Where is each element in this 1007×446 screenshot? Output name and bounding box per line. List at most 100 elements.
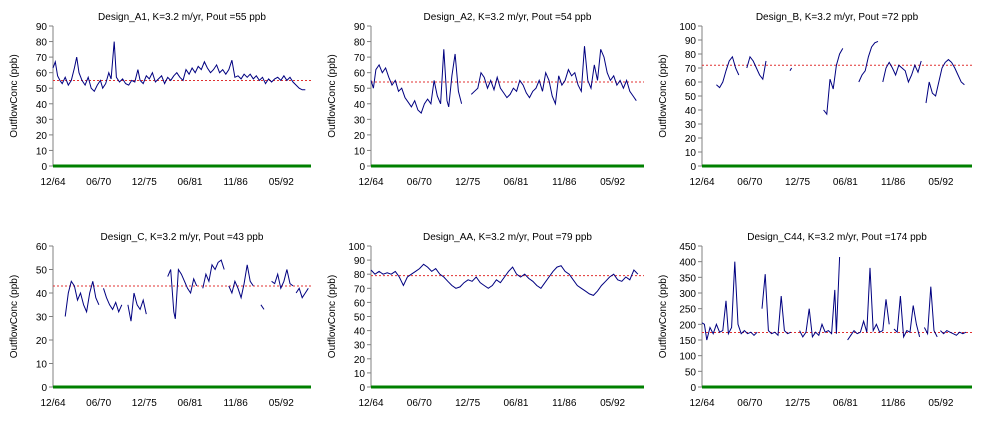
y-tick-label: 90 xyxy=(36,22,48,33)
series-line xyxy=(260,304,265,310)
x-tick-label: 06/70 xyxy=(737,398,762,409)
series-line xyxy=(716,55,740,89)
y-tick-label: 350 xyxy=(679,273,696,284)
y-tick-label: 100 xyxy=(348,242,365,253)
y-tick-label: 40 xyxy=(685,106,697,117)
y-tick-label: 30 xyxy=(36,115,48,126)
chart-title: Design_AA, K=3.2 m/yr, Pout =79 ppb xyxy=(423,232,592,243)
y-tick-label: 60 xyxy=(354,69,366,80)
x-tick-label: 05/92 xyxy=(928,177,953,188)
x-tick-label: 06/70 xyxy=(407,177,432,188)
y-tick-label: 80 xyxy=(36,38,48,49)
x-tick-label: 11/86 xyxy=(881,398,906,409)
series-line xyxy=(923,286,938,338)
chart-panel: Design_A2, K=3.2 m/yr, Pout =54 ppb Outfl… xyxy=(327,12,644,188)
x-tick-label: 05/92 xyxy=(600,177,625,188)
series-line xyxy=(202,259,225,289)
y-tick-label: 0 xyxy=(41,162,47,173)
y-tick-label: 50 xyxy=(354,84,366,95)
y-tick-label: 0 xyxy=(690,383,696,394)
x-tick-label: 12/75 xyxy=(785,398,810,409)
y-tick-label: 90 xyxy=(354,22,366,33)
series-line xyxy=(167,267,198,320)
y-tick-label: 10 xyxy=(36,360,48,371)
series-line xyxy=(940,329,967,336)
series-line xyxy=(746,55,767,81)
y-tick-label: 50 xyxy=(354,313,366,324)
series-line xyxy=(470,46,637,106)
chart-panel: Design_B, K=3.2 m/yr, Pout =72 ppb Outflo… xyxy=(658,12,972,188)
y-tick-label: 30 xyxy=(354,341,366,352)
chart-title: Design_A1, K=3.2 m/yr, Pout =55 ppb xyxy=(98,12,266,23)
series-line xyxy=(925,58,965,104)
y-tick-label: 250 xyxy=(679,305,696,316)
x-tick-label: 12/64 xyxy=(689,398,714,409)
y-axis-label: OutflowConc (ppb) xyxy=(658,54,669,137)
y-tick-label: 20 xyxy=(36,131,48,142)
y-tick-label: 70 xyxy=(354,53,366,64)
x-tick-label: 11/86 xyxy=(552,177,577,188)
y-tick-label: 90 xyxy=(685,36,697,47)
y-tick-label: 50 xyxy=(685,367,697,378)
x-tick-label: 11/86 xyxy=(224,398,249,409)
x-tick-label: 12/75 xyxy=(785,177,810,188)
chart-panel: Design_C44, K=3.2 m/yr, Pout =174 ppb Out… xyxy=(658,232,972,409)
series-line xyxy=(858,40,879,83)
series-line xyxy=(789,67,793,72)
y-tick-label: 100 xyxy=(679,22,696,33)
chart-title: Design_B, K=3.2 m/yr, Pout =72 ppb xyxy=(756,12,919,23)
x-tick-label: 12/75 xyxy=(132,177,157,188)
y-tick-label: 80 xyxy=(685,50,697,61)
series-line xyxy=(761,274,792,337)
series-line xyxy=(271,269,294,290)
x-tick-label: 05/92 xyxy=(928,398,953,409)
x-tick-label: 12/64 xyxy=(689,177,714,188)
y-axis-label: OutflowConc (ppb) xyxy=(9,54,20,137)
x-tick-label: 11/86 xyxy=(552,398,577,409)
series-line xyxy=(228,264,254,300)
chart-title: Design_A2, K=3.2 m/yr, Pout =54 ppb xyxy=(424,12,592,23)
x-tick-label: 05/92 xyxy=(269,177,294,188)
x-tick-label: 06/70 xyxy=(737,177,762,188)
y-tick-label: 20 xyxy=(36,336,48,347)
chart-title: Design_C44, K=3.2 m/yr, Pout =174 ppb xyxy=(747,232,927,243)
y-tick-label: 200 xyxy=(679,320,696,331)
y-tick-label: 40 xyxy=(354,327,366,338)
chart-panel: Design_AA, K=3.2 m/yr, Pout =79 ppb Outfl… xyxy=(327,232,644,409)
x-tick-label: 12/64 xyxy=(40,398,65,409)
y-tick-label: 60 xyxy=(354,298,366,309)
y-tick-label: 40 xyxy=(36,100,48,111)
y-tick-label: 30 xyxy=(685,120,697,131)
x-tick-label: 06/81 xyxy=(833,398,858,409)
chart-panel: Design_C, K=3.2 m/yr, Pout =43 ppb Outflo… xyxy=(9,232,311,409)
y-tick-label: 70 xyxy=(36,53,48,64)
series-line xyxy=(847,267,890,341)
y-tick-label: 50 xyxy=(36,266,48,277)
y-tick-label: 0 xyxy=(41,383,47,394)
y-tick-label: 80 xyxy=(354,38,366,49)
x-tick-label: 11/86 xyxy=(881,177,906,188)
x-tick-label: 12/75 xyxy=(455,398,480,409)
y-axis-label: OutflowConc (ppb) xyxy=(658,275,669,358)
series-line xyxy=(799,256,841,339)
y-tick-label: 30 xyxy=(354,115,366,126)
x-tick-label: 06/81 xyxy=(833,177,858,188)
y-tick-label: 450 xyxy=(679,242,696,253)
y-tick-label: 0 xyxy=(690,162,696,173)
y-tick-label: 400 xyxy=(679,258,696,269)
y-tick-label: 10 xyxy=(685,148,697,159)
x-tick-label: 12/75 xyxy=(455,177,480,188)
y-tick-label: 80 xyxy=(354,270,366,281)
x-tick-label: 06/81 xyxy=(503,398,528,409)
y-tick-label: 300 xyxy=(679,289,696,300)
series-line xyxy=(52,41,306,93)
x-tick-label: 12/75 xyxy=(132,398,157,409)
series-line xyxy=(823,48,844,116)
y-tick-label: 150 xyxy=(679,336,696,347)
y-tick-label: 50 xyxy=(685,92,697,103)
y-axis-label: OutflowConc (ppb) xyxy=(327,275,338,358)
x-tick-label: 06/81 xyxy=(503,177,528,188)
x-tick-label: 12/64 xyxy=(358,398,383,409)
y-axis-label: OutflowConc (ppb) xyxy=(9,275,20,358)
